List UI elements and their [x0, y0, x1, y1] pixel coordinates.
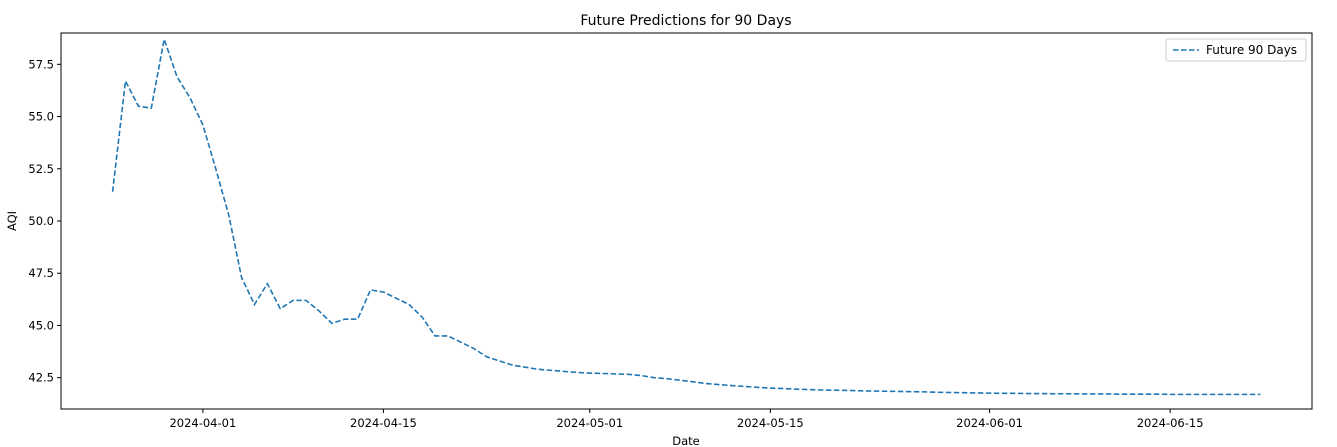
- x-tick-label: 2024-06-15: [1137, 416, 1204, 430]
- x-tick-label: 2024-04-15: [350, 416, 417, 430]
- chart-title: Future Predictions for 90 Days: [580, 13, 791, 29]
- series-line-future-90-days: [111, 36, 1261, 396]
- legend: Future 90 Days: [1165, 38, 1307, 62]
- y-tick-label: 57.5: [28, 57, 54, 71]
- y-tick-label: 52.5: [28, 162, 54, 176]
- y-axis-label: AQI: [5, 211, 19, 231]
- plot-area-frame: [60, 32, 1313, 410]
- legend-label: Future 90 Days: [1206, 43, 1297, 57]
- x-axis: 2024-04-01 2024-04-15 2024-05-01 2024-05-15…: [169, 409, 1204, 430]
- y-tick-label: 50.0: [28, 214, 54, 228]
- x-tick-label: 2024-05-01: [556, 416, 623, 430]
- y-tick-label: 47.5: [28, 266, 54, 280]
- y-axis: 42.5 45.0 47.5 50.0 52.5 55.0 57.5: [28, 57, 61, 385]
- y-tick-label: 55.0: [28, 110, 54, 124]
- legend-frame: [1165, 38, 1307, 62]
- x-tick-label: 2024-06-01: [956, 416, 1023, 430]
- x-tick-label: 2024-04-01: [169, 416, 236, 430]
- y-tick-label: 45.0: [28, 318, 54, 332]
- x-tick-label: 2024-05-15: [737, 416, 804, 430]
- y-tick-label: 42.5: [28, 371, 54, 385]
- x-axis-label: Date: [672, 434, 700, 447]
